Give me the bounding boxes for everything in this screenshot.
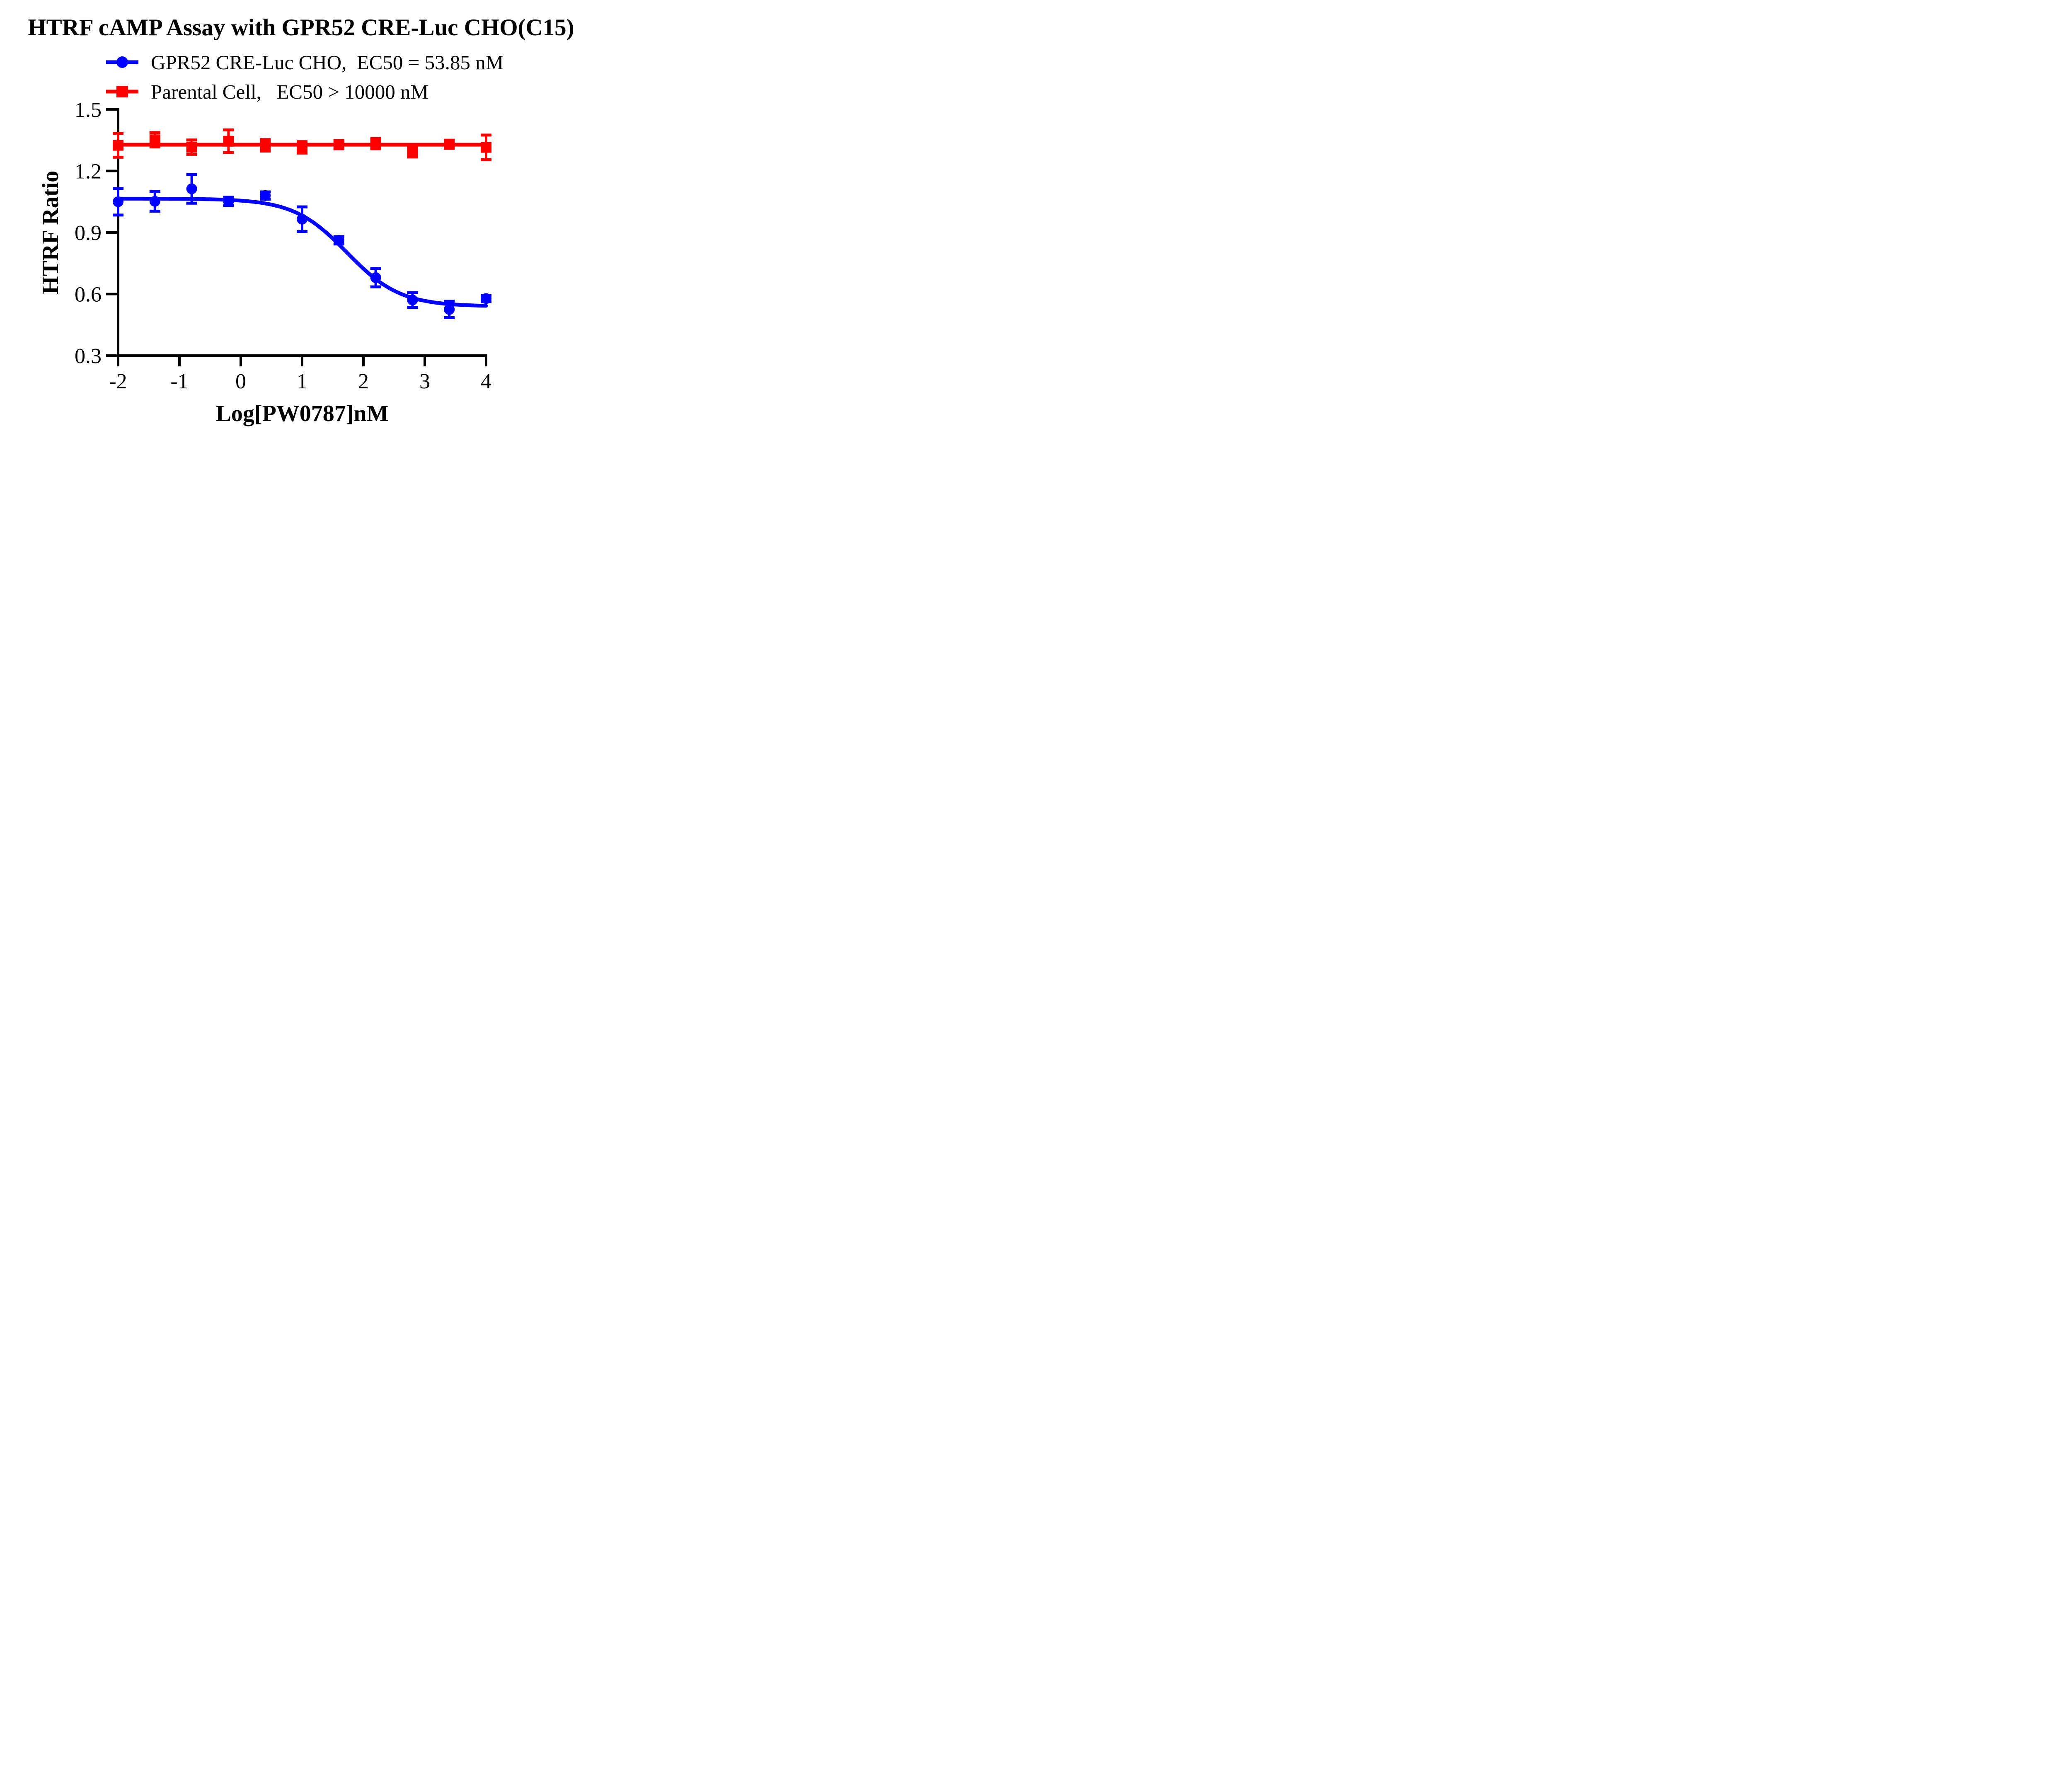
data-point-square xyxy=(444,139,455,150)
data-point-circle xyxy=(481,293,491,304)
plot-area: 1.5 1.2 0.9 0.6 0.3 -2 -1 0 1 2 3 4 HTRF Ratio Log[PW… xyxy=(38,98,491,426)
data-point-circle xyxy=(186,183,197,194)
legend-square-marker xyxy=(116,86,128,97)
x-tick-label: 3 xyxy=(419,370,430,393)
legend-item-gpr52: GPR52 CRE-Luc CHO, EC50 = 53.85 nM xyxy=(106,48,503,76)
data-point-circle xyxy=(149,196,160,207)
y-tick-label: 0.3 xyxy=(75,344,102,368)
x-tick-label: -2 xyxy=(109,370,127,393)
x-tick-label: 1 xyxy=(297,370,307,393)
red-square-line-marker-icon xyxy=(106,86,138,97)
y-tick-label: 1.5 xyxy=(75,98,102,122)
data-point-square xyxy=(481,142,491,153)
x-axis-title: Log[PW0787]nM xyxy=(216,401,389,426)
chart-figure: HTRF cAMP Assay with GPR52 CRE-Luc CHO(C… xyxy=(0,0,602,443)
x-tick-label: 2 xyxy=(358,370,369,393)
legend-circle-marker xyxy=(116,56,128,68)
legend: GPR52 CRE-Luc CHO, EC50 = 53.85 nM Paren… xyxy=(106,48,503,105)
data-point-square xyxy=(149,134,160,145)
chart-title: HTRF cAMP Assay with GPR52 CRE-Luc CHO(C… xyxy=(28,15,574,41)
data-point-square xyxy=(297,142,307,153)
x-tick-label: -1 xyxy=(170,370,188,393)
data-point-square xyxy=(333,139,344,150)
data-point-circle xyxy=(297,213,307,225)
data-point-square xyxy=(370,138,381,149)
data-point-circle xyxy=(113,196,123,207)
legend-label-gpr52: GPR52 CRE-Luc CHO, EC50 = 53.85 nM xyxy=(151,51,504,74)
data-point-circle xyxy=(333,235,344,246)
legend-item-parental: Parental Cell, EC50 > 10000 nM xyxy=(106,78,503,105)
data-point-circle xyxy=(444,304,455,315)
data-point-square xyxy=(113,140,123,151)
data-point-circle xyxy=(370,272,381,283)
data-point-square xyxy=(223,136,234,147)
y-tick-label: 1.2 xyxy=(75,160,102,184)
x-tick-label: 4 xyxy=(481,370,491,393)
legend-label-parental: Parental Cell, EC50 > 10000 nM xyxy=(151,80,429,103)
data-point-square xyxy=(186,142,197,153)
data-point-square xyxy=(407,145,418,156)
data-point-circle xyxy=(260,190,271,201)
data-point-circle xyxy=(223,196,234,207)
y-tick-label: 0.9 xyxy=(75,221,102,245)
y-axis-title: HTRF Ratio xyxy=(38,171,63,294)
data-point-circle xyxy=(407,294,418,305)
x-tick-label: 0 xyxy=(235,370,246,393)
data-point-square xyxy=(260,140,271,151)
y-tick-label: 0.6 xyxy=(75,283,102,307)
blue-circle-line-marker-icon xyxy=(106,56,138,68)
